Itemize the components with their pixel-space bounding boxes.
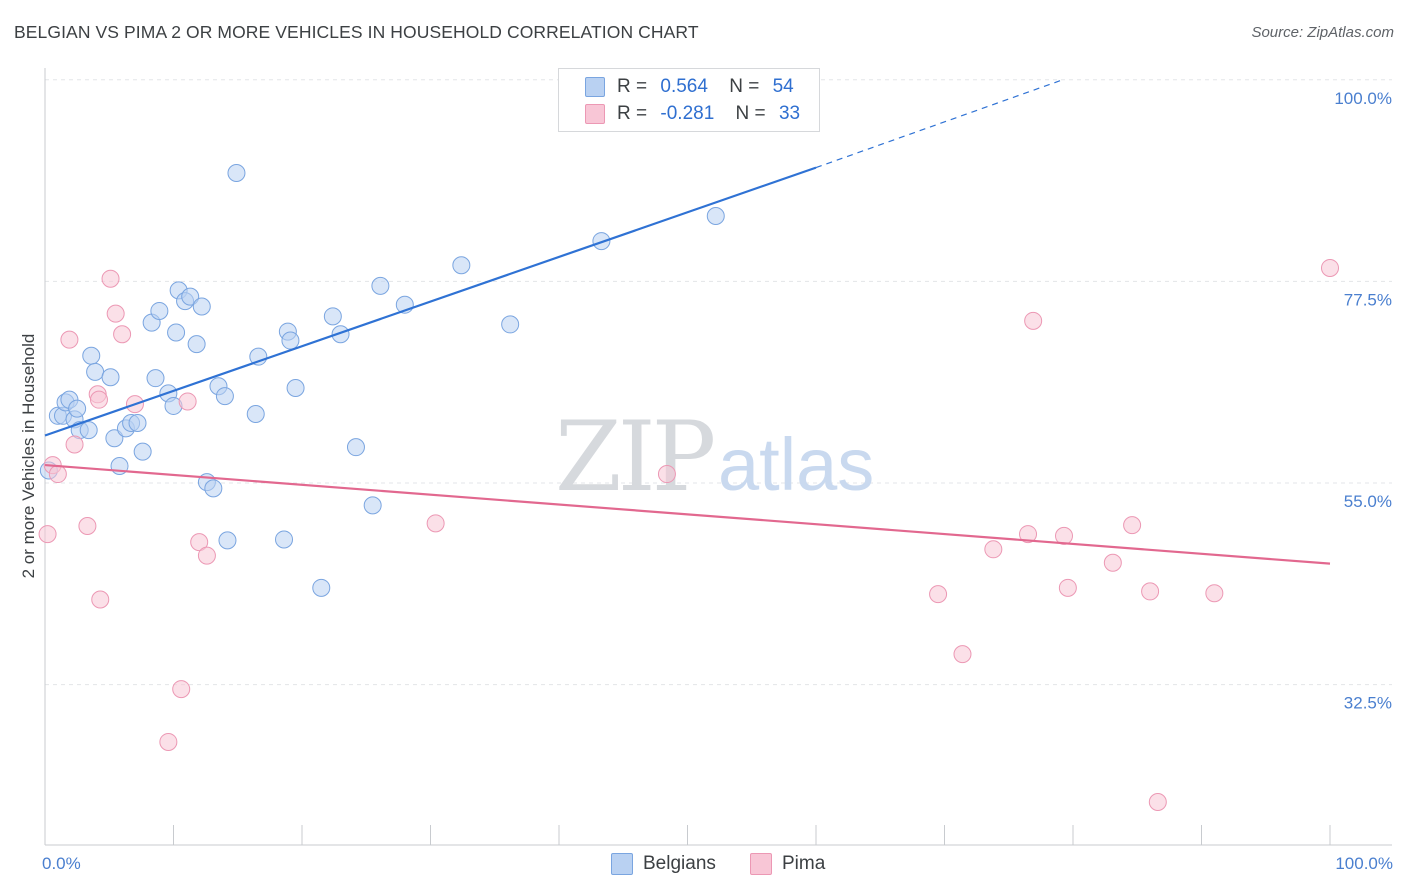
x-tick-labels: 0.0% 100.0%: [42, 854, 1393, 873]
belgians-point[interactable]: [86, 362, 105, 381]
pima-point[interactable]: [1103, 553, 1122, 572]
belgians-point[interactable]: [371, 276, 390, 295]
n-value-belgians: 54: [772, 76, 794, 97]
trend-lines: [44, 80, 1331, 565]
pima-point[interactable]: [172, 680, 191, 699]
grid-lines: [45, 79, 1392, 686]
correlation-legend: R = 0.564 N = 54 R = -0.281 N = 33: [558, 68, 820, 132]
belgians-point[interactable]: [246, 405, 265, 424]
pima-point[interactable]: [48, 465, 67, 484]
belgians-point[interactable]: [323, 307, 342, 326]
belgians-point[interactable]: [331, 325, 350, 344]
belgians-point[interactable]: [82, 346, 101, 365]
belgians-swatch: [611, 853, 633, 875]
belgians-point[interactable]: [204, 479, 223, 498]
belgians-point[interactable]: [167, 323, 186, 342]
pima-point[interactable]: [1321, 258, 1339, 277]
belgians-point[interactable]: [187, 335, 206, 354]
belgians-point[interactable]: [286, 379, 305, 398]
pima-point[interactable]: [113, 325, 132, 344]
belgians-point[interactable]: [192, 297, 211, 316]
pima-point[interactable]: [101, 269, 120, 288]
belgians-swatch: [585, 77, 605, 97]
n-value-pima: 33: [778, 103, 801, 124]
pima-point[interactable]: [929, 585, 948, 604]
belgians-point[interactable]: [227, 163, 246, 182]
y-tick-label: 100.0%: [1334, 89, 1392, 108]
belgians-point[interactable]: [79, 421, 98, 440]
belgians-point[interactable]: [128, 413, 147, 432]
series-legend: Belgians Pima: [0, 852, 1406, 878]
pima-point[interactable]: [197, 546, 216, 565]
pima-point[interactable]: [1058, 578, 1077, 597]
watermark-atlas: atlas: [718, 423, 874, 506]
belgians-point[interactable]: [68, 399, 87, 418]
y-tick-label: 55.0%: [1344, 492, 1392, 511]
pima-point[interactable]: [1205, 584, 1224, 603]
belgians-point[interactable]: [146, 369, 165, 388]
belgians-point[interactable]: [150, 301, 169, 320]
pima-point[interactable]: [190, 533, 209, 552]
pima-point[interactable]: [1024, 311, 1043, 330]
pima-point[interactable]: [1148, 792, 1167, 811]
r-value-pima: -0.281: [660, 103, 715, 124]
legend-label-belgians: Belgians: [643, 853, 716, 874]
r-label: R =: [617, 76, 648, 97]
n-label: N =: [735, 103, 766, 124]
r-label: R =: [617, 103, 648, 124]
belgians-point[interactable]: [312, 578, 331, 597]
pima-point[interactable]: [159, 732, 178, 751]
belgians-point[interactable]: [101, 368, 120, 387]
pima-point[interactable]: [1123, 516, 1142, 535]
y-tick-label: 32.5%: [1344, 694, 1392, 713]
chart-title: BELGIAN VS PIMA 2 OR MORE VEHICLES IN HO…: [14, 22, 699, 42]
pima-swatch: [750, 853, 772, 875]
pima-swatch: [585, 104, 605, 124]
belgians-point[interactable]: [181, 287, 200, 306]
pima-point[interactable]: [60, 330, 79, 349]
pima-point[interactable]: [106, 304, 125, 323]
pima-point[interactable]: [65, 435, 84, 454]
watermark-zip: ZIP: [555, 401, 714, 513]
belgians-point[interactable]: [105, 429, 124, 448]
belgians-point[interactable]: [501, 315, 520, 334]
pima-point[interactable]: [178, 392, 197, 411]
y-tick-label: 77.5%: [1344, 290, 1392, 309]
pima-point[interactable]: [1055, 526, 1074, 545]
pima-point[interactable]: [89, 390, 108, 409]
pima-point[interactable]: [657, 465, 676, 484]
y-tick-labels: 100.0% 77.5% 55.0% 32.5%: [1334, 89, 1392, 713]
pima-point[interactable]: [1019, 525, 1038, 544]
pima-point[interactable]: [984, 540, 1003, 559]
axes: [44, 68, 1392, 846]
belgians-point[interactable]: [281, 331, 300, 350]
r-value-belgians: 0.564: [660, 76, 708, 97]
x-tick-label: 100.0%: [1335, 854, 1393, 873]
belgians-point[interactable]: [133, 442, 152, 461]
pima-point[interactable]: [78, 517, 97, 536]
y-axis-label: 2 or more Vehicles in Household: [19, 334, 38, 579]
belgians-point[interactable]: [215, 387, 234, 406]
belgians-point[interactable]: [218, 531, 237, 550]
legend-label-pima: Pima: [782, 853, 826, 874]
pima-point[interactable]: [38, 525, 57, 544]
belgians-point[interactable]: [363, 496, 382, 515]
source-label: Source: ZipAtlas.com: [1251, 24, 1394, 41]
x-tick-label: 0.0%: [42, 854, 81, 873]
belgians-point[interactable]: [452, 256, 471, 275]
belgians-point[interactable]: [706, 206, 725, 225]
pima-point[interactable]: [426, 514, 445, 533]
pima-point[interactable]: [1141, 582, 1160, 601]
pima-point[interactable]: [953, 645, 972, 664]
belgians-trend-extension: [815, 80, 1061, 169]
belgians-trend-line: [44, 166, 817, 437]
belgians-point[interactable]: [275, 530, 294, 549]
pima-point[interactable]: [91, 590, 110, 609]
pima-trend-line: [44, 463, 1331, 565]
belgians-point[interactable]: [346, 438, 365, 457]
n-label: N =: [729, 76, 760, 97]
